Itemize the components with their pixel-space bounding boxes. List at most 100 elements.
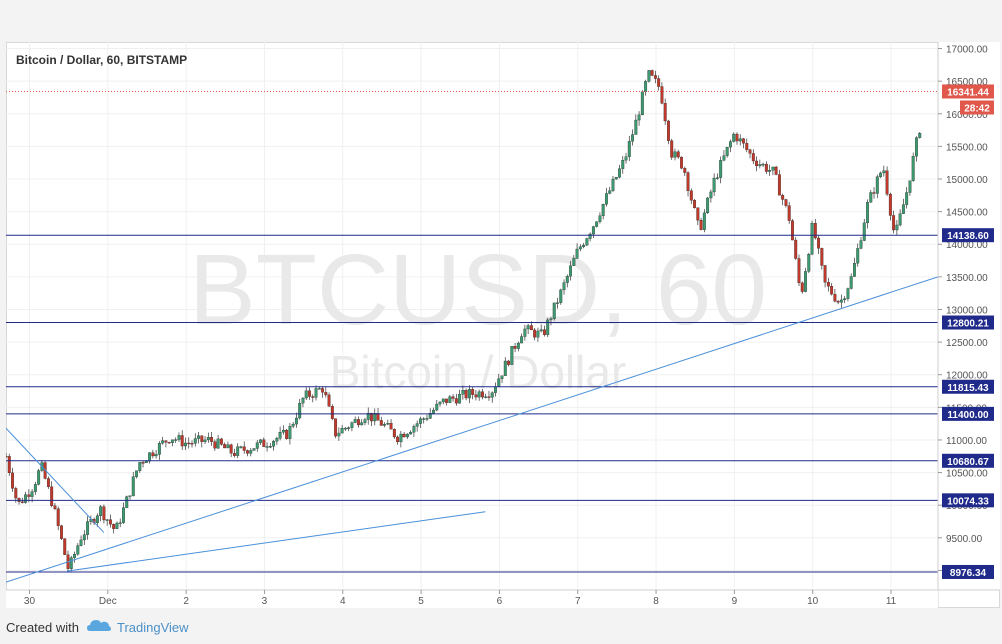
candle-body	[556, 302, 559, 304]
candle-body	[451, 396, 455, 399]
level-label: 12800.21	[947, 319, 989, 330]
chart-frame	[6, 42, 1000, 608]
candle-body	[154, 454, 158, 457]
candle-body	[696, 207, 700, 221]
trend-line[interactable]	[6, 427, 105, 533]
level-label: 11815.43	[947, 383, 989, 394]
tradingview-logo-icon[interactable]	[86, 618, 111, 637]
candle-body	[115, 522, 119, 529]
candle-body	[719, 160, 723, 178]
candle-body	[624, 156, 628, 161]
candle-body	[503, 360, 507, 376]
candle-body	[637, 114, 641, 121]
candle-body	[396, 436, 400, 443]
tradingview-brand-link[interactable]: TradingView	[116, 619, 189, 635]
level-label: 14138.60	[947, 231, 989, 242]
candle-body	[533, 329, 537, 338]
last-price-label: 16341.44	[947, 87, 989, 98]
candle-body	[520, 336, 524, 344]
candle-body	[797, 258, 801, 284]
time-tick-label: 30	[24, 596, 36, 607]
candle-body	[405, 433, 409, 438]
trend-line[interactable]	[67, 511, 486, 572]
candle-body	[673, 151, 677, 158]
candle-body	[438, 401, 442, 405]
chart-svg: BTCUSD, 60 Bitcoin / Dollar 17000.00 1650…	[6, 42, 1000, 608]
candle-body	[722, 155, 726, 161]
candle-body	[291, 423, 295, 427]
candle-body	[849, 276, 853, 289]
candle-body	[680, 156, 683, 169]
candle-body	[294, 417, 298, 425]
time-tick-label: 6	[497, 596, 503, 607]
candle-body	[774, 166, 778, 175]
level-label: 10074.33	[947, 496, 989, 507]
candle-body	[823, 265, 827, 283]
candle-body	[317, 388, 321, 390]
candle-body	[771, 166, 775, 171]
candle-body	[526, 325, 530, 330]
price-tick-label: 17000.00	[946, 45, 988, 56]
candle-body	[138, 462, 142, 471]
candles	[6, 69, 922, 573]
candle-body	[497, 378, 501, 387]
candle-body	[105, 519, 109, 521]
candle-body	[148, 452, 152, 462]
candle-body	[735, 133, 739, 142]
candle-body	[471, 389, 475, 395]
candle-body	[144, 460, 148, 463]
candle-body	[193, 438, 197, 444]
trend-line[interactable]	[6, 276, 939, 583]
candle-body	[882, 170, 886, 174]
candle-body	[353, 419, 357, 423]
candle-body	[794, 239, 798, 259]
candle-body	[392, 428, 396, 438]
countdown-label-bg	[960, 100, 994, 115]
candle-body	[200, 435, 204, 442]
horizontal-levels[interactable]	[6, 234, 938, 573]
candle-body	[432, 409, 435, 414]
candle-body	[262, 439, 266, 447]
price-tick-label: 13000.00	[946, 305, 988, 316]
candle-body	[321, 388, 324, 393]
candle-body	[836, 300, 840, 303]
candle-body	[539, 329, 543, 332]
candle-body	[631, 134, 635, 142]
candle-body	[817, 237, 821, 249]
candle-body	[494, 386, 497, 393]
level-label-bg	[942, 564, 994, 579]
candle-body	[647, 70, 651, 82]
candle-body	[6, 456, 8, 458]
candle-body	[552, 302, 556, 319]
candle-body	[843, 298, 847, 301]
candle-body	[640, 91, 644, 116]
candle-body	[383, 424, 386, 426]
candle-body	[184, 442, 187, 447]
candle-body	[141, 462, 145, 464]
candle-body	[125, 496, 129, 508]
candle-body	[7, 456, 11, 474]
level-label-bg	[942, 379, 994, 394]
candle-body	[653, 75, 657, 79]
candle-body	[278, 431, 282, 439]
time-axis[interactable]: 30 Dec 2 3 4 5 6 7 8 9 10 11	[24, 590, 897, 607]
candle-body	[180, 435, 184, 447]
level-label-bg	[942, 453, 994, 468]
price-tick-label: 16000.00	[946, 110, 988, 121]
candle-body	[428, 413, 432, 419]
candle-body	[324, 392, 328, 396]
candle-body	[386, 423, 390, 425]
candle-body	[399, 433, 403, 443]
candle-body	[523, 328, 527, 337]
price-tick-label: 13500.00	[946, 273, 988, 284]
candle-body	[529, 325, 533, 331]
candle-body	[285, 429, 289, 439]
candle-body	[402, 433, 406, 438]
candle-body	[112, 524, 116, 529]
candle-body	[464, 390, 468, 399]
candle-body	[761, 163, 765, 166]
candle-body	[376, 413, 380, 421]
candle-body	[190, 443, 194, 445]
candle-body	[575, 248, 579, 259]
candle-body	[304, 390, 308, 399]
